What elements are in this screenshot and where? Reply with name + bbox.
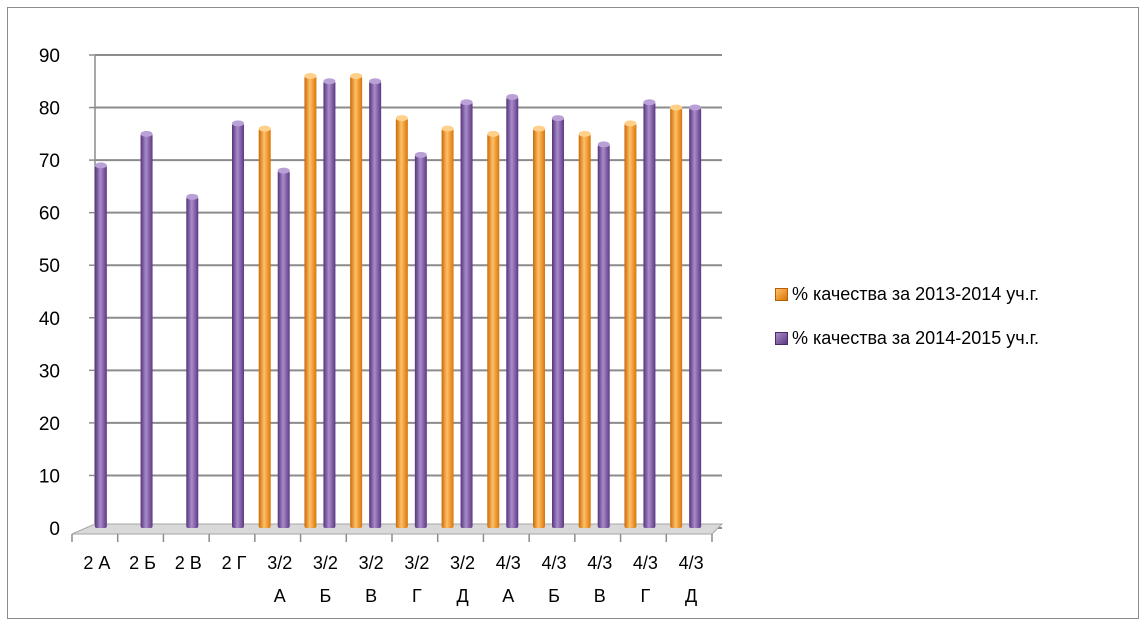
x-category-label: А	[502, 586, 514, 606]
x-category-label: Д	[685, 586, 697, 606]
x-category-label: 3/2	[404, 553, 429, 573]
bar	[552, 118, 564, 529]
y-tick-label: 80	[39, 99, 60, 120]
bar-top	[94, 162, 107, 169]
x-category-label: Б	[548, 586, 560, 606]
bar	[643, 102, 656, 529]
bar	[460, 102, 473, 529]
y-tick-label: 50	[39, 256, 60, 277]
x-category-label: 3/2	[313, 553, 338, 573]
bar	[670, 107, 683, 529]
y-tick-label: 60	[39, 204, 60, 225]
bar-top	[670, 104, 683, 111]
x-category-label: В	[365, 586, 377, 606]
legend-label-2013-2014: % качества за 2013-2014 уч.г.	[792, 283, 1039, 304]
legend-item-2013-2014: % качества за 2013-2014 уч.г.	[775, 279, 1039, 309]
y-tick-label: 70	[39, 151, 60, 172]
bar	[186, 196, 199, 528]
bar-top	[140, 130, 153, 137]
legend-swatch-orange	[775, 287, 788, 301]
bar	[506, 97, 519, 529]
bar	[258, 128, 271, 529]
bar-top	[350, 73, 363, 80]
bar	[323, 81, 336, 529]
bar	[232, 123, 244, 529]
x-category-label: 2 В	[175, 553, 202, 573]
bar-top	[232, 120, 244, 127]
bar-top	[689, 104, 702, 111]
bar-top	[643, 99, 656, 106]
y-tick-label: 0	[49, 519, 60, 540]
x-category-label: Д	[456, 586, 468, 606]
x-category-label: 4/3	[496, 553, 521, 573]
bar-top	[277, 167, 290, 174]
legend-item-2014-2015: % качества за 2014-2015 уч.г.	[775, 323, 1039, 353]
bar	[304, 76, 317, 529]
bar-top	[304, 73, 317, 80]
bar	[578, 133, 591, 529]
x-category-label: 4/3	[587, 553, 612, 573]
bar-top	[597, 141, 610, 148]
y-tick-label: 10	[39, 466, 60, 487]
bar-top	[533, 125, 545, 132]
x-category-label: 3/2	[450, 553, 475, 573]
bar	[597, 144, 610, 528]
bar	[277, 170, 290, 528]
x-category-label: А	[274, 586, 286, 606]
bar	[94, 165, 107, 528]
bar-top	[323, 78, 336, 85]
bars	[94, 73, 702, 529]
bar-top	[186, 193, 199, 200]
x-category-label: 4/3	[679, 553, 704, 573]
bar	[140, 133, 153, 529]
bar	[369, 81, 382, 529]
bar	[441, 128, 454, 529]
bar-top	[414, 151, 427, 158]
x-category-label: 3/2	[267, 553, 292, 573]
y-tick-label: 30	[39, 361, 60, 382]
x-category-label: 4/3	[541, 553, 566, 573]
x-category-label: Б	[320, 586, 332, 606]
x-category-label: В	[594, 586, 606, 606]
y-tick-label: 40	[39, 309, 60, 330]
legend-label-2014-2015: % качества за 2014-2015 уч.г.	[792, 327, 1039, 348]
x-category-label: 3/2	[359, 553, 384, 573]
legend: % качества за 2013-2014 уч.г. % качества…	[775, 279, 1039, 367]
x-category-label: 2 Б	[129, 553, 156, 573]
x-category-label: 2 Г	[222, 553, 247, 573]
x-category-label: Г	[412, 586, 422, 606]
bar-top	[487, 130, 500, 137]
axis-labels: 0 10 20 30 40 50 60 70 80 90 2 А 2 Б 2 В 2 Г 3/2 А 3/2 Б 3…	[39, 46, 704, 606]
x-category-label: 4/3	[633, 553, 658, 573]
bar-top	[624, 120, 637, 127]
bar	[533, 128, 545, 529]
bar	[487, 133, 500, 529]
bar-top	[369, 78, 382, 85]
bar-top	[258, 125, 271, 132]
bar-top	[395, 115, 408, 122]
bar-top	[506, 94, 519, 101]
bar-top	[552, 115, 564, 122]
x-category-label: Г	[641, 586, 651, 606]
bar-top	[441, 125, 454, 132]
bar-top	[578, 130, 591, 137]
bar	[624, 123, 637, 529]
bar-top	[460, 99, 473, 106]
bar	[350, 76, 363, 529]
legend-swatch-purple	[775, 331, 788, 345]
bar	[414, 154, 427, 528]
y-tick-label: 90	[39, 46, 60, 67]
x-category-label: 2 А	[83, 553, 110, 573]
y-tick-label: 20	[39, 414, 60, 435]
bar	[689, 107, 702, 529]
bar	[395, 118, 408, 529]
